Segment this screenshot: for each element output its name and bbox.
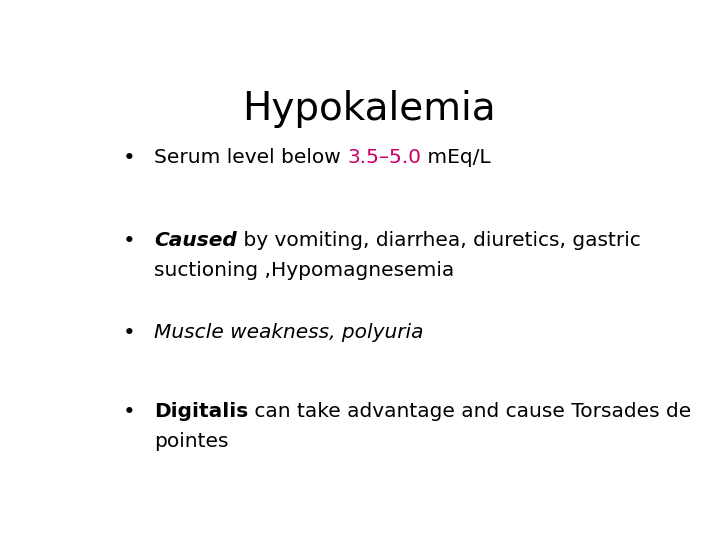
Text: Serum level below: Serum level below bbox=[154, 148, 347, 167]
Text: 3.5–5.0: 3.5–5.0 bbox=[347, 148, 421, 167]
Text: mEq/L: mEq/L bbox=[421, 148, 491, 167]
Text: Hypokalemia: Hypokalemia bbox=[242, 90, 496, 128]
Text: Digitalis: Digitalis bbox=[154, 402, 248, 421]
Text: •: • bbox=[122, 148, 135, 168]
Text: pointes: pointes bbox=[154, 431, 229, 450]
Text: •: • bbox=[122, 402, 135, 422]
Text: suctioning ,Hypomagnesemia: suctioning ,Hypomagnesemia bbox=[154, 261, 454, 280]
Text: can take advantage and cause Torsades de: can take advantage and cause Torsades de bbox=[248, 402, 692, 421]
Text: Muscle weakness, polyuria: Muscle weakness, polyuria bbox=[154, 322, 423, 342]
Text: •: • bbox=[122, 322, 135, 342]
Text: •: • bbox=[122, 231, 135, 251]
Text: Caused: Caused bbox=[154, 231, 237, 250]
Text: by vomiting, diarrhea, diuretics, gastric: by vomiting, diarrhea, diuretics, gastri… bbox=[237, 231, 641, 250]
